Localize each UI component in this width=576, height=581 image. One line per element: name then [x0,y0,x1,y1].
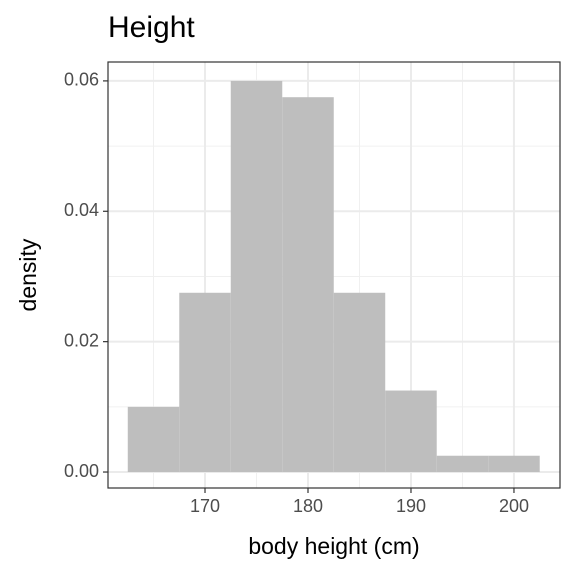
chart-title: Height [108,11,195,44]
bar [179,292,231,473]
bar [230,80,283,473]
x-tick-label: 200 [499,496,529,516]
x-tick-label: 170 [190,496,220,516]
y-axis-label: density [15,238,41,311]
panel-border [107,61,561,489]
x-tick-label: 180 [293,496,323,516]
y-tick-label: 0.00 [64,461,99,481]
bars [127,80,540,473]
axes: 170 180 190 200 0.00 0.02 0.04 0.06 [64,70,529,516]
x-tick-label: 190 [396,496,426,516]
x-axis-label: body height (cm) [248,533,419,559]
y-tick-label: 0.06 [64,70,99,90]
bar [436,455,489,473]
y-tick-label: 0.04 [64,200,99,220]
bar [385,390,437,473]
bar [127,406,180,473]
bar [488,455,540,473]
bar [282,97,334,473]
y-tick-label: 0.02 [64,330,99,350]
bar [333,292,386,473]
